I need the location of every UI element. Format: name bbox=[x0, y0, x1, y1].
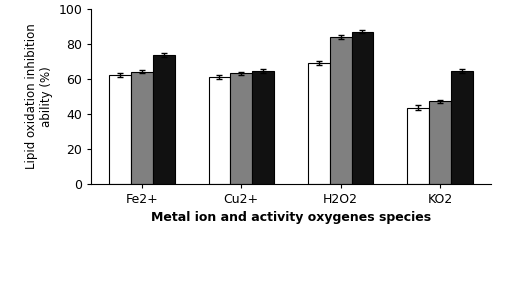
Bar bbox=[307, 63, 329, 184]
Bar bbox=[230, 73, 251, 184]
Bar bbox=[351, 32, 373, 184]
Bar bbox=[329, 37, 351, 184]
Bar bbox=[251, 71, 274, 184]
Bar bbox=[208, 77, 230, 184]
Bar bbox=[153, 55, 174, 184]
Bar bbox=[131, 72, 153, 184]
Bar bbox=[109, 75, 131, 184]
Bar bbox=[407, 107, 428, 184]
Bar bbox=[428, 102, 450, 184]
X-axis label: Metal ion and activity oxygenes species: Metal ion and activity oxygenes species bbox=[150, 211, 430, 224]
Bar bbox=[450, 71, 472, 184]
Y-axis label: Lipid oxidation inhibition
ability (%): Lipid oxidation inhibition ability (%) bbox=[25, 23, 53, 169]
